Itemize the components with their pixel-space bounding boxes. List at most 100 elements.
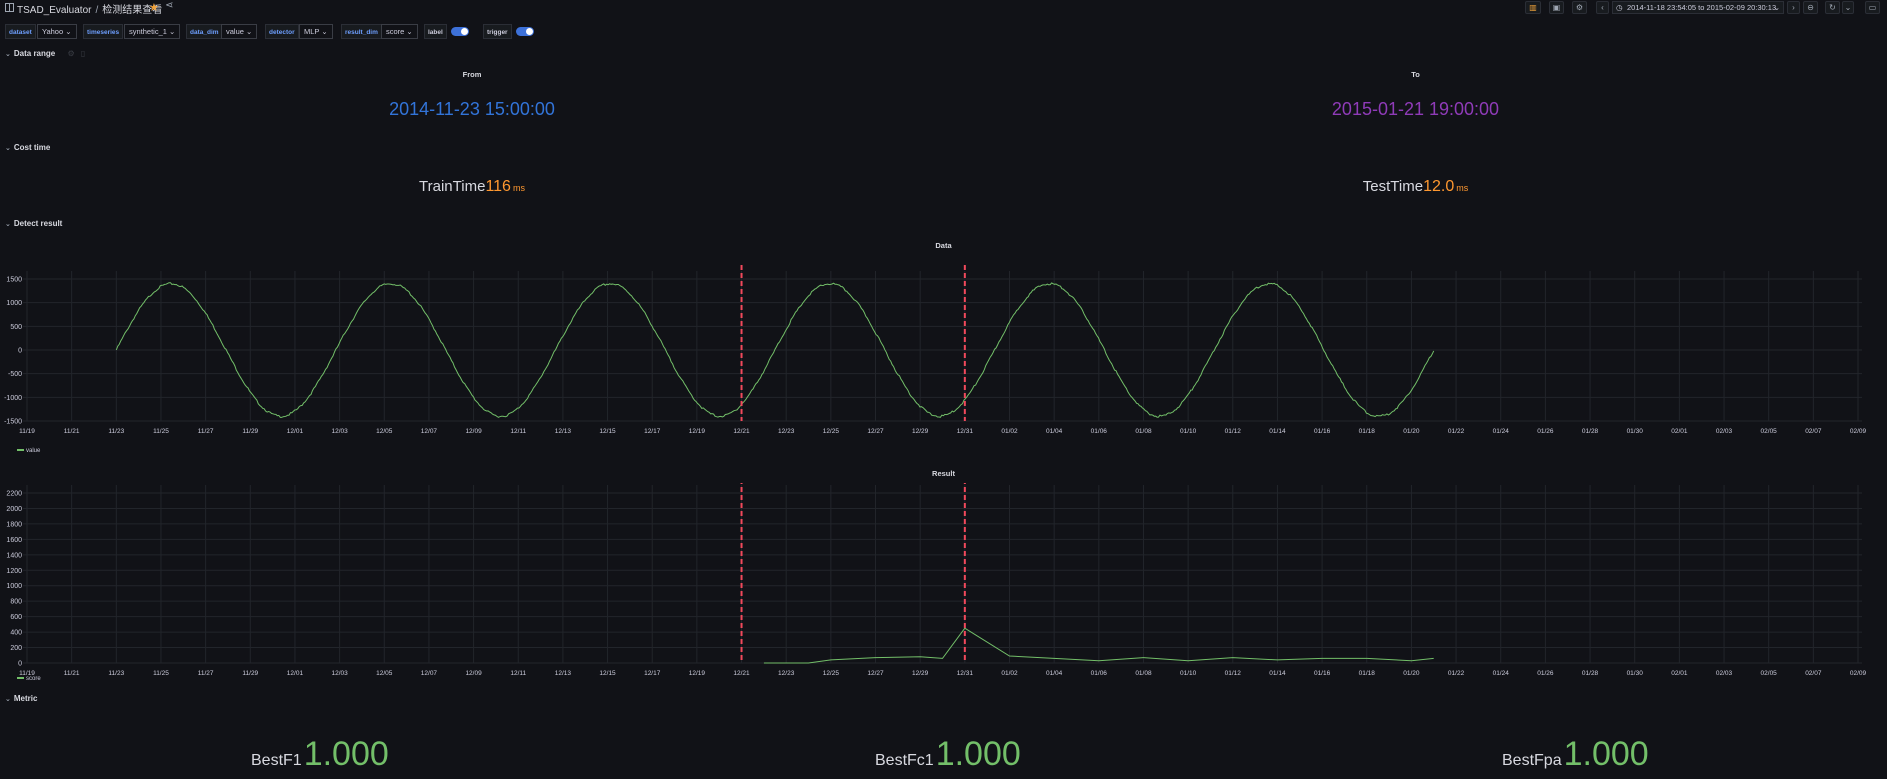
x-tick-label: 02/09 — [1850, 428, 1867, 435]
row-metric[interactable]: ⌄ Metric — [5, 694, 37, 703]
x-tick-label: 01/22 — [1448, 428, 1465, 435]
x-tick-label: 12/09 — [465, 670, 482, 677]
x-tick-label: 12/31 — [957, 428, 974, 435]
x-tick-label: 02/03 — [1716, 428, 1733, 435]
x-tick-label: 01/22 — [1448, 670, 1465, 677]
x-tick-label: 12/09 — [465, 428, 482, 435]
row-settings-icon[interactable]: ⚙ — [67, 49, 74, 58]
x-tick-label: 12/19 — [689, 428, 706, 435]
x-tick-label: 12/01 — [287, 428, 304, 435]
x-tick-label: 12/27 — [867, 670, 884, 677]
x-tick-label: 12/25 — [823, 428, 840, 435]
var-label-label: label — [424, 24, 447, 39]
var-label-timeseries: timeseries — [83, 24, 123, 39]
x-tick-label: 12/11 — [510, 428, 526, 435]
var-select-dataset[interactable]: Yahoo ⌄ — [37, 24, 77, 39]
chevron-down-icon: ⌄ — [5, 695, 11, 703]
row-cost-time[interactable]: ⌄ Cost time — [5, 143, 50, 152]
x-tick-label: 12/05 — [376, 670, 393, 677]
x-tick-label: 01/02 — [1001, 428, 1018, 435]
var-label-trigger: trigger — [483, 24, 512, 39]
save-icon[interactable]: ▣ — [1549, 1, 1564, 14]
to-value: 2015-01-21 19:00:00 — [944, 99, 1887, 120]
x-tick-label: 01/12 — [1225, 670, 1242, 677]
label-toggle[interactable] — [451, 27, 469, 36]
data-panel-title: Data — [0, 241, 1887, 250]
var-label-result-dim: result_dim — [341, 24, 382, 39]
x-tick-label: 02/05 — [1761, 670, 1778, 677]
time-forward-button[interactable]: › — [1787, 1, 1800, 14]
x-tick-label: 12/19 — [689, 670, 706, 677]
x-tick-label: 02/07 — [1805, 670, 1822, 677]
x-tick-label: 12/23 — [778, 428, 795, 435]
star-icon[interactable]: ★ — [149, 1, 159, 14]
x-tick-label: 11/23 — [108, 670, 124, 677]
x-tick-label: 12/15 — [599, 670, 616, 677]
x-tick-label: 12/07 — [421, 670, 438, 677]
x-tick-label: 01/28 — [1582, 428, 1599, 435]
row-detect-result[interactable]: ⌄ Detect result — [5, 219, 62, 228]
y-tick-label: 1600 — [6, 537, 22, 544]
result-legend[interactable]: score — [17, 676, 41, 682]
x-tick-label: 01/26 — [1537, 670, 1554, 677]
x-tick-label: 12/03 — [331, 670, 348, 677]
add-panel-icon[interactable]: ▥ — [1525, 1, 1541, 14]
x-tick-label: 11/21 — [64, 670, 80, 677]
x-tick-label: 01/26 — [1537, 428, 1554, 435]
y-tick-label: 400 — [10, 630, 22, 637]
var-select-result-dim[interactable]: score ⌄ — [381, 24, 418, 39]
result-chart[interactable]: 2200200018001600140012001000800600400200… — [0, 483, 1887, 677]
trigger-toggle[interactable] — [516, 27, 534, 36]
x-tick-label: 01/24 — [1493, 428, 1510, 435]
settings-icon[interactable]: ⚙ — [1572, 1, 1587, 14]
var-select-detector[interactable]: MLP ⌄ — [299, 24, 333, 39]
x-tick-label: 02/03 — [1716, 670, 1733, 677]
x-tick-label: 12/29 — [912, 428, 929, 435]
x-tick-label: 01/18 — [1359, 428, 1376, 435]
x-tick-label: 01/02 — [1001, 670, 1018, 677]
train-time-stat: TrainTime116 ms — [0, 178, 944, 196]
time-back-button[interactable]: ‹ — [1596, 1, 1609, 14]
x-tick-label: 02/01 — [1671, 428, 1688, 435]
x-tick-label: 02/09 — [1850, 670, 1867, 677]
x-tick-label: 12/23 — [778, 670, 795, 677]
dashboards-icon[interactable] — [5, 3, 14, 12]
y-tick-label: 1000 — [6, 583, 22, 590]
tv-mode-icon[interactable]: ▭ — [1865, 1, 1880, 14]
x-tick-label: 11/25 — [153, 428, 169, 435]
chevron-down-icon: ⌄ — [5, 220, 11, 228]
zoom-out-icon[interactable]: ⊖ — [1803, 1, 1818, 14]
time-range-text: 2014-11-18 23:54:05 to 2015-02-09 20:30:… — [1627, 3, 1776, 12]
var-select-data-dim[interactable]: value ⌄ — [221, 24, 257, 39]
x-tick-label: 11/25 — [153, 670, 169, 677]
x-tick-label: 02/01 — [1671, 670, 1688, 677]
x-tick-label: 12/03 — [331, 428, 348, 435]
data-legend[interactable]: value — [17, 448, 40, 454]
x-tick-label: 01/12 — [1225, 428, 1242, 435]
share-icon[interactable]: ⋖ — [165, 0, 173, 11]
x-tick-label: 01/14 — [1269, 670, 1286, 677]
row-data-range[interactable]: ⌄ Data range ⚙ ▯ — [5, 49, 85, 58]
var-label-dataset: dataset — [5, 24, 36, 39]
var-select-timeseries[interactable]: synthetic_1 ⌄ — [124, 24, 180, 39]
x-tick-label: 01/08 — [1135, 428, 1152, 435]
folder-link[interactable]: TSAD_Evaluator — [17, 5, 91, 16]
refresh-icon[interactable]: ↻ — [1825, 1, 1840, 14]
top-bar: TSAD_Evaluator / 检测结果查看 ★ ⋖ ▥ ▣ ⚙ ‹ ◷ 2014… — [0, 0, 1887, 16]
x-tick-label: 12/15 — [599, 428, 616, 435]
chevron-down-icon: ⌄ — [1774, 2, 1780, 13]
y-tick-label: 500 — [10, 324, 22, 331]
time-picker[interactable]: ◷ 2014-11-18 23:54:05 to 2015-02-09 20:3… — [1612, 1, 1784, 14]
row-delete-icon[interactable]: ▯ — [81, 49, 85, 58]
refresh-interval-dropdown[interactable]: ⌄ — [1842, 1, 1854, 14]
data-chart[interactable]: 1500 1000 500 0 -500 -1000 -1500 11/19 11/21 11/2… — [0, 253, 1887, 449]
x-tick-label: 02/07 — [1805, 428, 1822, 435]
x-tick-label: 12/21 — [733, 428, 750, 435]
y-tick-label: 0 — [18, 348, 22, 355]
x-tick-label: 11/23 — [108, 428, 124, 435]
x-tick-label: 12/07 — [421, 428, 438, 435]
best-fc1-stat: BestFc11.000 — [875, 735, 1021, 774]
x-tick-label: 01/04 — [1046, 428, 1063, 435]
x-tick-label: 12/17 — [644, 670, 661, 677]
var-label-detector: detector — [265, 24, 299, 39]
